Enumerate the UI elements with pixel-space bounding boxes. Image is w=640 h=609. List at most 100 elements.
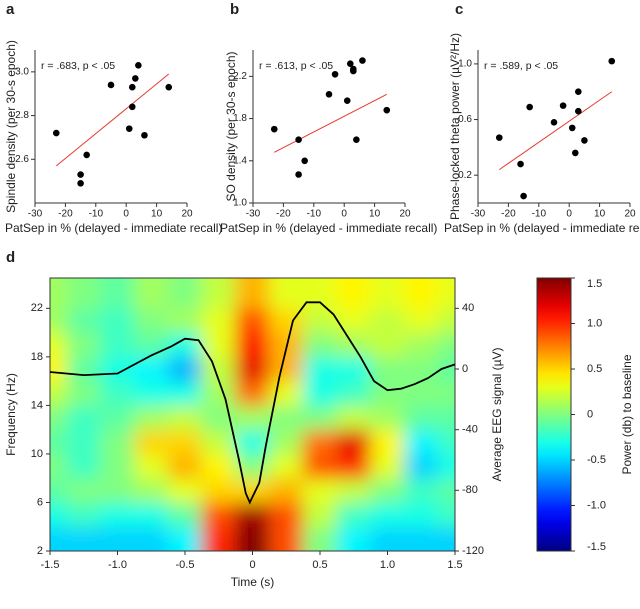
heatmap-cell (201, 477, 237, 503)
heatmap-cell (133, 380, 169, 406)
data-point (83, 151, 90, 159)
heatmap-cell (167, 307, 203, 334)
heatmap-cell (201, 526, 237, 551)
data-point (575, 107, 582, 115)
heatmap-cell (268, 356, 304, 382)
heatmap-cell (167, 526, 203, 551)
x-tick-label: -20 (58, 209, 73, 220)
heatmap-cell (66, 307, 102, 334)
annotation: r = .683, p < .05 (41, 60, 115, 72)
heatmap-cell (437, 307, 455, 334)
x-tick-label: 0 (566, 209, 572, 220)
fit-line (274, 93, 387, 153)
heatmap-cell (66, 356, 102, 382)
x-tick-label: -10 (89, 209, 104, 220)
x-tick-label: -30 (246, 209, 261, 220)
x-tick-label: -1.5 (41, 559, 60, 571)
colorbar-tick-label: -1.5 (587, 541, 606, 553)
x-tick-label: 10 (151, 209, 163, 220)
heatmap-cell (133, 453, 169, 479)
heatmap-cell (235, 356, 270, 382)
heatmap-cell (437, 526, 455, 551)
data-point (343, 97, 351, 104)
x-axis-label: PatSep in % (delayed - immediate recall) (5, 221, 222, 235)
annotation: r = .613, p < .05 (259, 60, 333, 72)
heatmap-cell (437, 501, 455, 528)
heatmap-cell (268, 526, 304, 551)
x-tick-label: -30 (28, 209, 43, 220)
data-point (135, 62, 142, 69)
x-tick-label: 0.5 (312, 559, 327, 571)
data-point (517, 160, 524, 168)
data-point (581, 137, 588, 144)
heatmap-cell (201, 501, 237, 528)
heatmap-cell (100, 526, 135, 551)
y-axis-label: Frequency (Hz) (4, 373, 18, 456)
heatmap-cell (302, 278, 338, 309)
heatmap-cell (201, 453, 237, 479)
heatmap-cell (336, 356, 372, 382)
y-tick-label: 3.0 (15, 66, 29, 77)
heatmap-cell (100, 501, 135, 528)
y-tick-label: 2.6 (15, 154, 29, 165)
heatmap-cell (201, 278, 237, 309)
heatmap-cell (302, 526, 338, 551)
heatmap-cell (336, 429, 372, 455)
heatmap-cell (50, 404, 68, 431)
heatmap-cell (167, 453, 203, 479)
heatmap-cell (50, 332, 68, 358)
heatmap-cell (167, 380, 203, 406)
heatmap-cell (437, 278, 455, 309)
data-point (270, 125, 278, 133)
colorbar-tick-label: 0 (587, 408, 593, 420)
heatmap-cell (235, 526, 270, 551)
colorbar-tick-label: 1.5 (587, 278, 602, 290)
colorbar-tick-label: -0.5 (587, 454, 606, 466)
heatmap-cell (268, 477, 304, 503)
heatmap-cell (370, 380, 405, 406)
panel-label: a (6, 1, 15, 18)
heatmap-cell (370, 356, 405, 382)
y-tick-label: 1.8 (233, 113, 247, 124)
x-tick-label: 1.0 (380, 559, 395, 571)
data-point (132, 75, 139, 82)
y2-axis-label: Average EEG signal (µV) (490, 347, 504, 481)
heatmap-cell (235, 380, 270, 406)
data-point (325, 91, 333, 98)
data-point (107, 81, 115, 89)
heatmap-cell (268, 453, 304, 479)
heatmap-cell (133, 356, 169, 382)
heatmap-cell (403, 307, 439, 334)
heatmap-cell (167, 429, 203, 455)
data-point (575, 88, 582, 96)
heatmap-cell (133, 429, 169, 455)
panel-label: d (6, 249, 15, 266)
heatmap-cell (50, 356, 68, 382)
x-tick-label: -0.5 (176, 559, 195, 571)
heatmap-cell (133, 404, 169, 431)
data-point (295, 171, 302, 178)
heatmap-cell (336, 477, 372, 503)
x-tick-label: 10 (594, 209, 606, 220)
heatmap-cell (66, 477, 102, 503)
data-point (165, 83, 173, 91)
y-tick-label: 14 (31, 399, 43, 411)
fit-line (55, 73, 170, 167)
heatmap-cell (235, 429, 270, 455)
y-tick-label: 22 (31, 302, 43, 314)
data-point (128, 103, 136, 111)
heatmap-cell (302, 429, 338, 455)
heatmap-cell (201, 307, 237, 334)
y-tick-label: 1.4 (233, 155, 247, 166)
heatmap-cell (302, 453, 338, 479)
data-point (608, 57, 616, 65)
data-point (346, 60, 354, 68)
data-point (301, 157, 308, 165)
y-tick-label: 1.0 (233, 198, 247, 209)
x-tick-label: -1.0 (108, 559, 127, 571)
heatmap-cell (336, 404, 372, 431)
heatmap-cell (336, 453, 372, 479)
heatmap-cell (66, 429, 102, 455)
heatmap-cell (50, 380, 68, 406)
